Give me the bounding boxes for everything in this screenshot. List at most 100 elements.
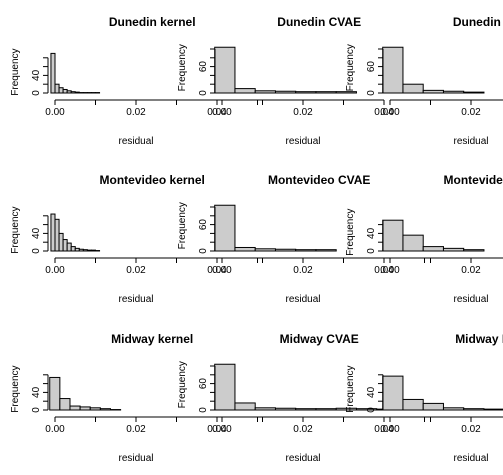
y-tick-label: 0 bbox=[31, 248, 42, 254]
y-axis-label: Frequency bbox=[10, 365, 21, 412]
x-tick-label: 0.02 bbox=[126, 424, 146, 435]
histogram-bar bbox=[66, 242, 72, 252]
x-tick-label: 0.00 bbox=[380, 265, 400, 276]
x-axis-label: residual bbox=[285, 294, 320, 305]
y-tick-label: 0 bbox=[198, 248, 209, 254]
histogram-bar bbox=[295, 249, 317, 252]
histogram-bar bbox=[62, 88, 68, 94]
histogram-bar bbox=[70, 91, 76, 94]
histogram-bar bbox=[86, 249, 92, 252]
x-tick-label: 0.00 bbox=[212, 424, 232, 435]
histogram-bar bbox=[402, 398, 424, 411]
histogram-bar bbox=[70, 246, 76, 252]
y-axis-label: Frequency bbox=[177, 44, 188, 91]
histogram-bar bbox=[315, 91, 337, 94]
x-tick-label: 0.00 bbox=[45, 107, 65, 118]
histogram-bar bbox=[463, 249, 485, 252]
x-axis-label: residual bbox=[453, 294, 488, 305]
histogram-bar bbox=[274, 248, 297, 252]
histogram-bar bbox=[234, 88, 256, 94]
x-tick-label: 0.02 bbox=[126, 265, 146, 276]
chart-title: Dunedin kernel bbox=[109, 15, 196, 29]
histogram-panel: Midway CVAE 0.00 0.02 0.04 residual 0 60 Freque… bbox=[177, 332, 425, 464]
histogram-bar bbox=[254, 248, 276, 252]
histogram-bar bbox=[422, 246, 444, 252]
histogram-bar bbox=[382, 46, 404, 94]
histogram-panel: Midway kernel 0.00 0.02 0.04 residual 0 40 Freq… bbox=[10, 332, 258, 464]
x-tick-label: 0.04 bbox=[374, 265, 394, 276]
histogram-bar bbox=[442, 247, 465, 252]
y-tick-label: 0 bbox=[366, 407, 377, 413]
y-axis-label: Frequency bbox=[345, 365, 356, 412]
histogram-bar bbox=[254, 90, 276, 94]
y-axis-label: Frequency bbox=[345, 44, 356, 91]
histogram-bar bbox=[58, 232, 64, 252]
histogram-panel: Midway NN 0.00 0.02 0.04 residual 0 40 Frequenc… bbox=[345, 332, 503, 464]
y-tick-label: 40 bbox=[31, 386, 42, 398]
chart-title: Dunedin NN bbox=[453, 15, 503, 29]
histogram-panel: Dunedin CVAE 0.00 0.02 0.04 residual 0 60 Frequ… bbox=[177, 15, 394, 147]
x-tick-label: 0.02 bbox=[461, 107, 481, 118]
histogram-bar bbox=[422, 402, 444, 411]
histogram-panel: Dunedin kernel 0.00 0.02 0.04 residual 0 40 Fre… bbox=[10, 15, 258, 147]
histogram-bar bbox=[58, 87, 64, 94]
y-tick-label: 60 bbox=[198, 378, 209, 390]
histogram-bar bbox=[89, 407, 101, 411]
histogram-bar bbox=[442, 407, 465, 411]
x-tick-label: 0.04 bbox=[374, 107, 394, 118]
histogram-bar bbox=[78, 248, 84, 252]
y-tick-label: 0 bbox=[198, 90, 209, 96]
histogram-bar bbox=[234, 402, 256, 411]
histogram-bar bbox=[54, 218, 60, 252]
histogram-bar bbox=[50, 213, 56, 252]
x-tick-label: 0.04 bbox=[207, 265, 227, 276]
histogram-bar bbox=[335, 91, 357, 94]
y-tick-label: 60 bbox=[198, 219, 209, 231]
histogram-bar bbox=[402, 83, 424, 94]
y-tick-label: 40 bbox=[366, 227, 377, 239]
histogram-panel: Montevideo kernel 0.00 0.02 0.04 residual 0 40… bbox=[10, 173, 258, 305]
histogram-bar bbox=[254, 407, 276, 411]
histogram-bar bbox=[295, 408, 317, 411]
histogram-bar bbox=[62, 239, 68, 252]
x-axis-label: residual bbox=[118, 136, 153, 147]
chart-title: Dunedin CVAE bbox=[277, 15, 361, 29]
histogram-bar bbox=[49, 376, 61, 411]
histogram-bar bbox=[274, 407, 297, 411]
x-axis-label: residual bbox=[118, 294, 153, 305]
x-axis-label: residual bbox=[118, 453, 153, 464]
histogram-bar bbox=[463, 408, 485, 411]
histogram-bar bbox=[442, 90, 465, 94]
x-tick-label: 0.02 bbox=[293, 424, 313, 435]
histogram-bar bbox=[214, 46, 236, 94]
y-tick-label: 0 bbox=[31, 90, 42, 96]
x-axis-label: residual bbox=[285, 136, 320, 147]
x-tick-label: 0.00 bbox=[212, 107, 232, 118]
y-axis-label: Frequency bbox=[177, 202, 188, 249]
histogram-bar bbox=[99, 408, 111, 411]
histogram-bar bbox=[234, 246, 256, 252]
x-tick-label: 0.02 bbox=[126, 107, 146, 118]
histogram-bar bbox=[483, 408, 503, 411]
x-axis-label: residual bbox=[453, 136, 488, 147]
histogram-bar bbox=[74, 247, 80, 252]
x-tick-label: 0.04 bbox=[207, 424, 227, 435]
x-tick-label: 0.02 bbox=[293, 107, 313, 118]
chart-title: Montevideo CVAE bbox=[268, 173, 370, 187]
histogram-bar bbox=[315, 249, 337, 252]
y-tick-label: 60 bbox=[198, 61, 209, 73]
y-axis-label: Frequency bbox=[10, 48, 21, 95]
chart-title: Midway kernel bbox=[111, 332, 193, 346]
histogram-bar bbox=[402, 234, 424, 252]
y-tick-label: 40 bbox=[31, 69, 42, 81]
histogram-bar bbox=[74, 91, 80, 94]
x-tick-label: 0.02 bbox=[461, 424, 481, 435]
histogram-bar bbox=[79, 406, 91, 411]
histogram-bar bbox=[50, 52, 56, 94]
x-tick-label: 0.00 bbox=[45, 424, 65, 435]
y-tick-label: 0 bbox=[198, 407, 209, 413]
y-tick-label: 40 bbox=[366, 386, 377, 398]
y-axis-label: Frequency bbox=[177, 361, 188, 408]
histogram-bar bbox=[382, 219, 404, 252]
